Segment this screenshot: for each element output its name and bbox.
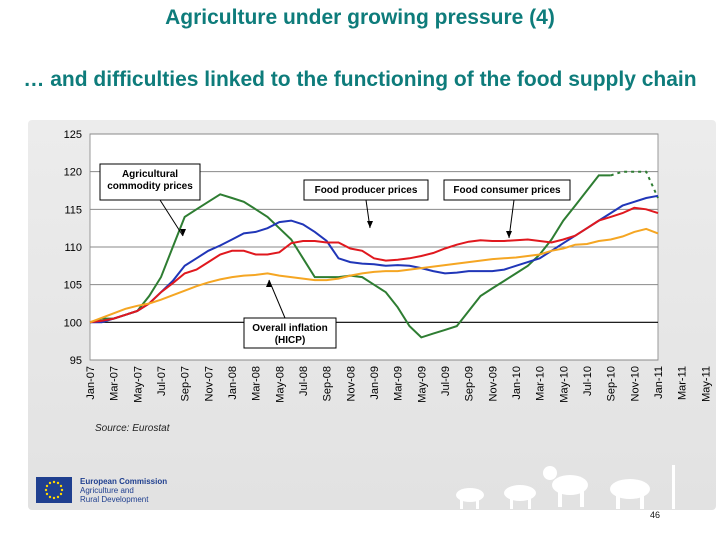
annotation-label: Agricultural [122, 169, 178, 180]
y-tick-label: 105 [64, 280, 82, 292]
x-tick-label: May-08 [274, 366, 286, 403]
annotation-label: Overall inflation [252, 323, 328, 334]
organisation-name: European Commission Agriculture and Rura… [80, 477, 167, 504]
org-dept-line1: Agriculture and [80, 486, 134, 495]
x-tick-label: Sep-07 [180, 366, 192, 401]
y-tick-label: 125 [64, 129, 82, 141]
series-line-consumer [89, 206, 659, 324]
annotation-box [303, 179, 429, 201]
eu-stars-icon [44, 480, 64, 500]
x-tick-label: Jan-11 [653, 366, 665, 399]
x-tick-label: Jan-09 [369, 366, 381, 400]
eu-flag-logo [36, 477, 72, 503]
x-tick-label: Nov-07 [203, 366, 215, 401]
y-tick-label: 120 [64, 167, 82, 179]
x-tick-label: Sep-08 [322, 366, 334, 401]
x-tick-label: Mar-09 [393, 366, 405, 401]
annotation-arrowhead [506, 231, 512, 238]
annotation-box [99, 163, 201, 201]
x-tick-label: Jan-10 [511, 366, 523, 400]
x-tick-label: Nov-09 [487, 366, 499, 401]
x-tick-label: Mar-10 [535, 366, 547, 401]
annotation-arrowhead [367, 221, 373, 228]
annotation-box [443, 179, 571, 201]
series-line-agricultural-forecast [610, 170, 659, 199]
price-index-chart: 95 100 105 110 115 120 125 Jan-07 Mar-07 May-07 Ju… [64, 129, 713, 403]
x-tick-label: Mar-11 [677, 366, 689, 400]
x-tick-label: Jan-08 [227, 366, 239, 400]
annotation-label: Food consumer prices [453, 185, 561, 196]
source-note: Source: Eurostat [95, 423, 170, 434]
org-dept-line2: Rural Development [80, 495, 149, 504]
series-line-hicp [89, 227, 659, 324]
page-number: 46 [650, 510, 661, 520]
annotation-arrowhead [266, 280, 272, 287]
x-tick-label: Nov-10 [629, 366, 641, 401]
x-tick-label: Jul-07 [156, 366, 168, 396]
x-tick-label: Sep-09 [464, 366, 476, 401]
annotation-pointer [159, 199, 184, 237]
x-tick-label: Jul-09 [440, 366, 452, 396]
annotation-label: commodity prices [107, 181, 193, 192]
y-tick-label: 115 [64, 204, 82, 216]
x-tick-label: May-10 [558, 366, 570, 403]
x-tick-label: Mar-07 [109, 366, 121, 401]
annotation-box [243, 317, 337, 349]
y-tick-label: 110 [64, 242, 82, 254]
x-tick-label: Jan-07 [85, 366, 97, 400]
y-tick-label: 100 [64, 317, 82, 329]
x-tick-label: May-07 [132, 366, 144, 403]
slide-title: Agriculture under growing pressure (4) [165, 6, 555, 29]
series-line-producer [90, 194, 659, 324]
x-tick-label: Nov-08 [345, 366, 357, 401]
x-tick-label: Jul-08 [298, 366, 310, 396]
annotation-label: (HICP) [275, 335, 306, 346]
org-name: European Commission [80, 477, 168, 486]
farm-animals-silhouette-icon [456, 465, 675, 509]
annotation-arrowhead [180, 229, 186, 236]
chart-panel: 95 100 105 110 115 120 125 Jan-07 Mar-07 May-07 Ju… [28, 120, 716, 510]
x-tick-label: Mar-08 [251, 366, 263, 401]
x-tick-label: Sep-10 [606, 366, 618, 401]
y-tick-label: 95 [70, 355, 82, 367]
annotation-label: Food producer prices [315, 185, 418, 196]
x-tick-label: May-09 [416, 366, 428, 403]
x-tick-label: May-11 [700, 366, 712, 402]
x-tick-label: Jul-10 [582, 366, 594, 396]
slide-subtitle: … and difficulties linked to the functio… [23, 68, 697, 91]
